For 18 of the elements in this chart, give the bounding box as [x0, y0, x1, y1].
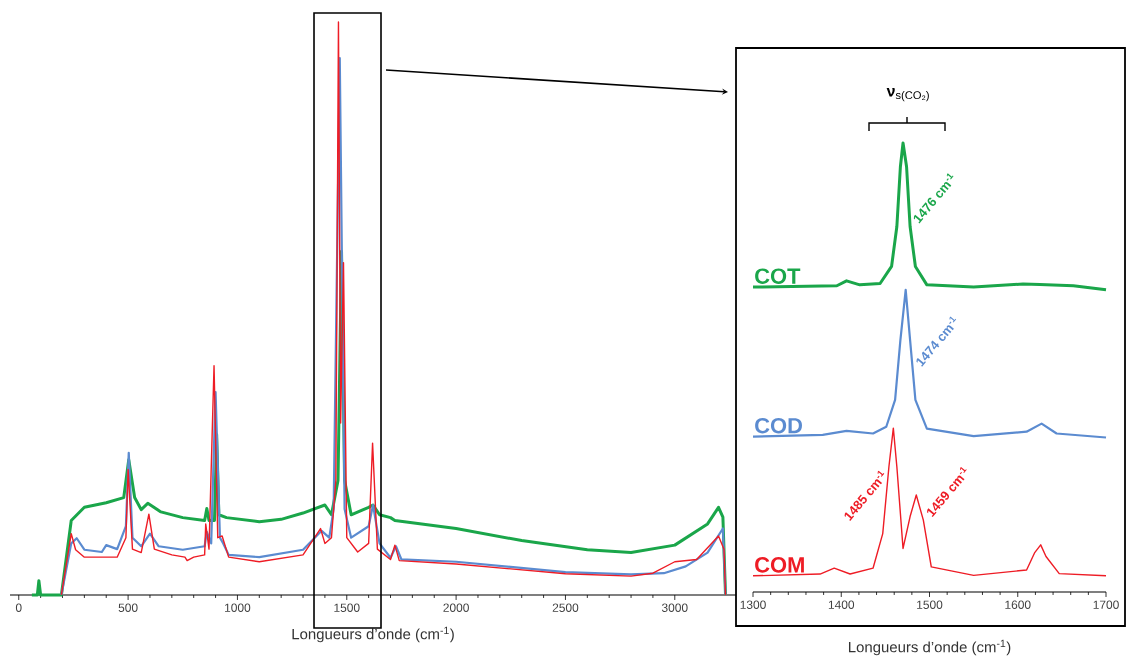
x-tick-label: 1000 [225, 603, 251, 612]
x-tick-label: 1400 [828, 600, 855, 609]
x-tick-label: 3000 [661, 603, 688, 612]
x-tick-label: 500 [118, 603, 138, 612]
x-tick-label: 1300 [740, 600, 766, 609]
x-tick-label: 2500 [552, 603, 579, 612]
x-tick-label: 1500 [917, 600, 943, 609]
series-label: COD [755, 417, 802, 434]
text: ν$_{s(CO₂)}$ [886, 87, 929, 102]
x-tick-label: 2000 [443, 603, 469, 612]
series-label: COM [755, 557, 804, 573]
x-tick-label: 0 [15, 603, 22, 612]
x-tick-label: 1700 [1093, 600, 1119, 609]
series-label: COT [755, 268, 801, 284]
x-axis-title: Longueurs d’onde (cm$^{-1}$) [292, 626, 454, 643]
x-tick-label: 1500 [334, 603, 360, 612]
x-axis-title: Longueurs d’onde (cm$^{-1}$) [848, 639, 1011, 656]
x-tick-label: 1600 [1005, 600, 1031, 609]
